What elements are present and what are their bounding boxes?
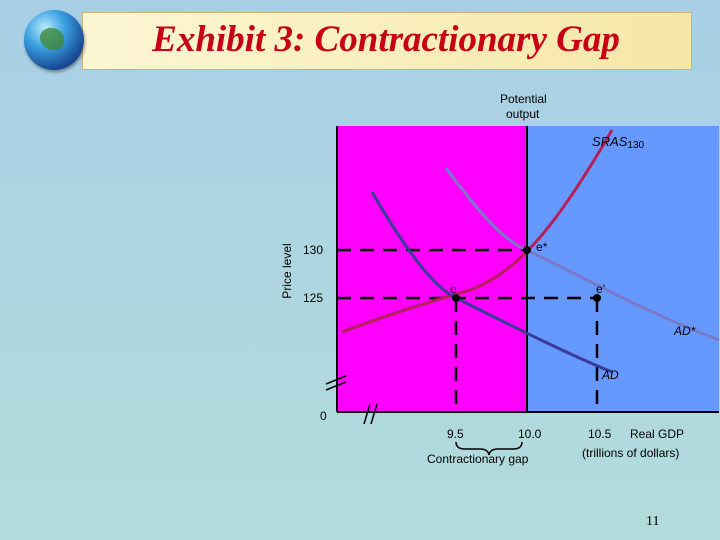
x-tick-9-5: 9.5 bbox=[447, 427, 464, 441]
potential-output-label-1: Potential bbox=[500, 92, 547, 106]
sras-curve bbox=[341, 129, 614, 334]
point-e bbox=[452, 294, 460, 302]
y-tick-130: 130 bbox=[303, 243, 324, 257]
x-axis-label-2: (trillions of dollars) bbox=[582, 446, 680, 460]
gap-brace bbox=[455, 441, 523, 456]
sras-label: SRAS130 bbox=[592, 134, 644, 151]
x-tick-10-5: 10.5 bbox=[588, 427, 612, 441]
x-axis-label-1: Real GDP bbox=[630, 427, 685, 441]
gap-region bbox=[337, 126, 527, 412]
point-e-star bbox=[523, 246, 531, 254]
x-tick-10-0: 10.0 bbox=[518, 427, 542, 441]
y-axis-break bbox=[325, 375, 347, 391]
potential-output-label-2: output bbox=[506, 107, 540, 121]
y-tick-125: 125 bbox=[303, 291, 324, 305]
page-number: 11 bbox=[646, 514, 660, 529]
y-axis-label: Price level bbox=[280, 243, 294, 299]
title-banner bbox=[82, 12, 692, 70]
point-e-prime-label: e’ bbox=[596, 282, 606, 296]
slide-title: Exhibit 3: Contractionary Gap bbox=[152, 19, 620, 60]
sras-label-main: SRAS bbox=[592, 134, 628, 149]
ad-star-label: AD* bbox=[674, 324, 696, 338]
point-e-star-label: e* bbox=[536, 240, 548, 254]
beyond-potential-region bbox=[527, 126, 719, 412]
origin-label: 0 bbox=[320, 409, 327, 423]
point-e-prime bbox=[593, 294, 601, 302]
x-axis-break bbox=[363, 403, 378, 425]
ad-star-curve bbox=[444, 167, 720, 342]
gap-label: Contractionary gap bbox=[427, 452, 529, 466]
sras-label-sub: 130 bbox=[627, 140, 645, 151]
ad-label: AD bbox=[602, 368, 619, 382]
point-e-label: e bbox=[450, 282, 457, 296]
globe-icon bbox=[24, 10, 84, 70]
